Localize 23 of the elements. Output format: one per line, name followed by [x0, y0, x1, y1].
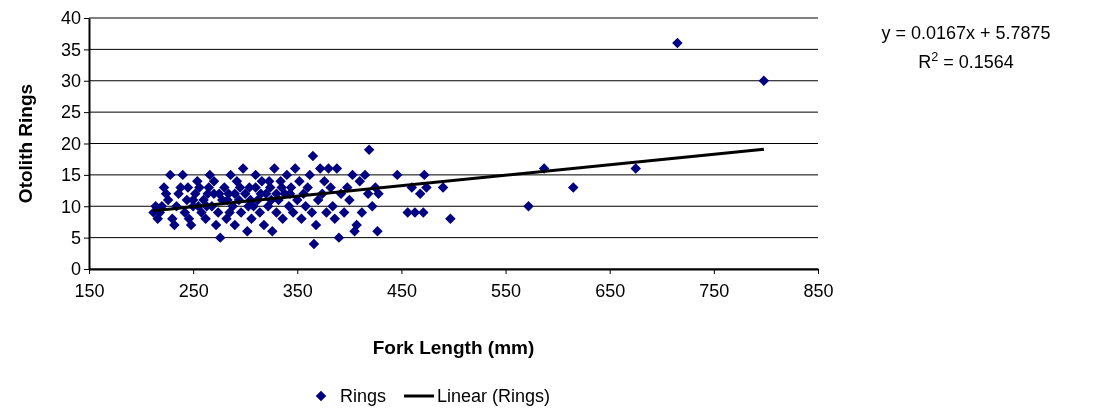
x-tick-label: 650 — [595, 280, 626, 301]
x-tick-label: 450 — [386, 280, 417, 301]
legend-label: Linear (Rings) — [437, 386, 551, 406]
x-axis-title: Fork Length (mm) — [372, 337, 535, 358]
x-tick-label: 250 — [178, 280, 209, 301]
x-tick-label: 850 — [803, 280, 834, 301]
x-tick-label: 750 — [699, 280, 730, 301]
y-tick-label: 25 — [60, 102, 81, 123]
x-tick-label: 350 — [282, 280, 313, 301]
y-tick-label: 40 — [60, 8, 81, 29]
y-tick-label: 0 — [70, 259, 81, 280]
legend-label: Rings — [340, 386, 387, 406]
y-tick-label: 10 — [60, 196, 81, 217]
y-axis-title: Otolith Rings — [15, 83, 36, 204]
y-tick-label: 20 — [60, 133, 81, 154]
y-tick-label: 5 — [70, 227, 81, 248]
x-tick-label: 150 — [74, 280, 105, 301]
y-tick-label: 15 — [60, 165, 81, 186]
y-tick-label: 30 — [60, 71, 81, 92]
text: y = 0.0167x + 5.7875 — [881, 23, 1051, 43]
x-tick-label: 550 — [491, 280, 522, 301]
text: R$^{2}$ = 0.1564 — [918, 50, 1014, 72]
y-tick-label: 35 — [60, 39, 81, 60]
